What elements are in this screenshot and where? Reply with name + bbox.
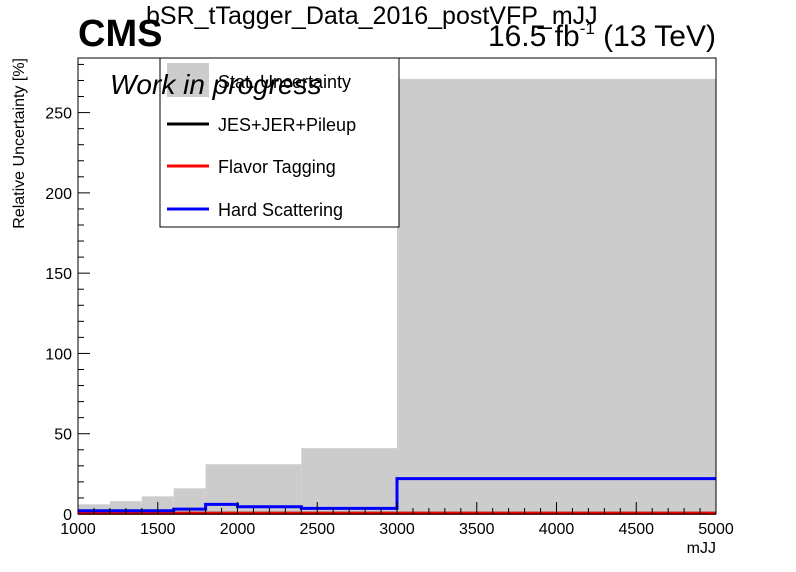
cms-label: CMS [78,13,162,55]
x-tick-label: 4000 [539,521,575,538]
y-axis: 0 50 100 150 200 250 [45,63,90,524]
y-tick-label: 150 [45,266,72,283]
x-axis: 1000 1500 2000 2500 3000 3500 4000 4500 5000 [60,502,734,538]
legend: Stat. Uncertainty JES+JER+Pileup Flavor … [159,57,400,228]
y-tick-label: 50 [54,427,72,444]
x-tick-label: 1000 [60,521,96,538]
stat-uncertainty-bar [301,448,397,514]
lumi-exponent: -1 [580,19,595,38]
x-tick-label: 1500 [140,521,176,538]
y-tick-label: 100 [45,346,72,363]
x-tick-label: 4500 [618,521,654,538]
work-in-progress-label: Work in progress [110,69,322,100]
x-tick-label: 5000 [698,521,734,538]
x-tick-label: 3500 [459,521,495,538]
stat-uncertainty-bar [205,464,238,514]
y-tick-label: 0 [63,507,72,524]
x-tick-label: 2500 [299,521,335,538]
x-tick-label: 3000 [379,521,415,538]
y-tick-label: 200 [45,186,72,203]
legend-label-jes: JES+JER+Pileup [218,115,356,135]
x-tick-label: 2000 [220,521,256,538]
plot-title: bSR_tTagger_Data_2016_postVFP_mJJ [146,2,598,30]
lumi-label: 16.5 fb-1 (13 TeV) [488,19,716,53]
energy-label: (13 TeV) [603,20,716,53]
x-axis-label: mJJ [687,540,716,557]
legend-label-hard: Hard Scattering [218,200,343,220]
stat-uncertainty-bar [397,78,716,515]
legend-label-flavor: Flavor Tagging [218,157,336,177]
lumi-energy [595,20,603,53]
legend-swatch-stat [167,63,209,97]
y-tick-label: 250 [45,106,72,123]
y-axis-label: Relative Uncertainty [%] [11,58,28,229]
legend-label-stat: Stat. Uncertainty [218,72,351,92]
lumi-value: 16.5 fb [488,20,580,53]
